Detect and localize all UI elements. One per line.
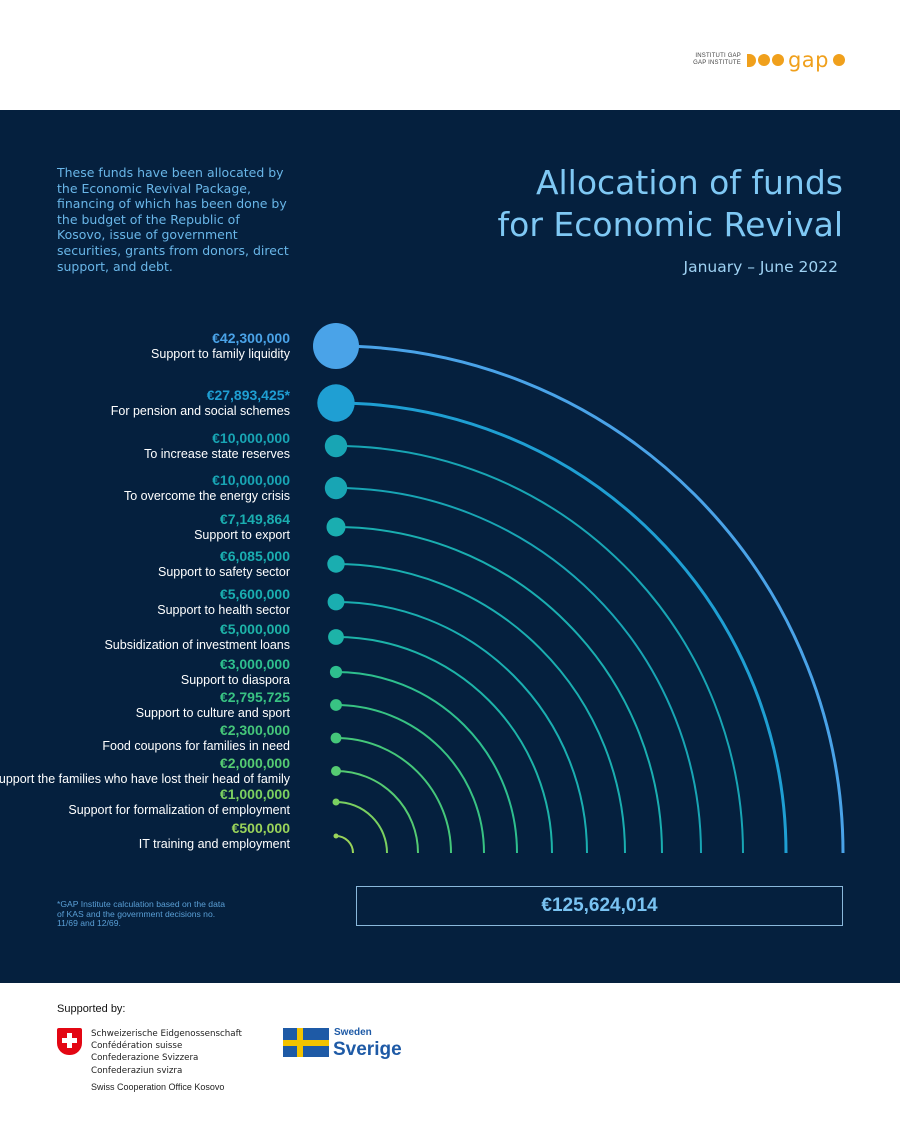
category-label-10: Support to culture and sport [136,706,291,720]
value-dot-7 [327,593,345,611]
arc-11 [335,737,452,854]
footnote: *GAP Institute calculation based on the … [57,899,226,928]
amount-label-9: €3,000,000 [220,656,290,672]
amount-label-7: €5,600,000 [220,586,290,602]
amount-label-8: €5,000,000 [220,621,290,637]
arc-2 [335,401,788,854]
amount-label-1: €42,300,000 [212,330,290,346]
swiss-line: Confédération suisse [91,1041,183,1052]
category-label-5: Support to export [194,528,290,542]
category-label-8: Subsidization of investment loans [104,638,290,652]
value-dot-11 [330,732,342,744]
category-label-7: Support to health sector [157,603,290,617]
value-dot-1 [313,323,359,369]
arc-7 [335,601,588,854]
category-label-3: To increase state reserves [144,447,290,461]
amount-label-14: €500,000 [232,820,291,836]
category-label-9: Support to diaspora [181,673,290,687]
sverige-label: Sverige [333,1039,402,1060]
amount-label-2: €27,893,425* [207,387,291,403]
amount-label-12: €2,000,000 [220,755,290,771]
category-label-11: Food coupons for families in need [102,739,290,753]
amount-label-13: €1,000,000 [220,786,290,802]
intro-text: These funds have been allocated by the E… [57,165,289,274]
category-label-4: To overcome the energy crisis [124,489,290,503]
value-dot-12 [331,766,341,776]
gap-logo: INSTITUTI GAP GAP INSTITUTE gap [693,48,845,72]
category-label-14: IT training and employment [139,837,291,851]
value-dot-4 [324,476,348,500]
total-box: €125,624,014 [356,886,843,926]
arc-13 [335,801,388,854]
value-dot-3 [324,434,348,458]
amount-label-6: €6,085,000 [220,548,290,564]
value-dot-6 [327,555,345,573]
value-dot-5 [326,517,346,537]
logo-mark: gap [746,48,845,72]
amount-label-11: €2,300,000 [220,722,290,738]
arc-14 [335,835,354,854]
chart-title: Allocation of funds for Economic Revival [498,162,843,246]
arc-6 [335,563,626,854]
arc-4 [335,487,702,854]
amount-label-4: €10,000,000 [212,472,290,488]
value-dot-2 [317,384,355,422]
category-label-2: For pension and social schemes [111,404,290,418]
swiss-line: Confederaziun svizra [91,1065,183,1076]
category-label-1: Support to family liquidity [151,347,291,361]
amount-label-10: €2,795,725 [220,689,290,705]
supported-by-heading: Supported by: [57,1003,126,1015]
sweden-flag-icon [283,1028,329,1057]
swiss-office-label: Swiss Cooperation Office Kosovo [91,1082,225,1092]
amount-label-3: €10,000,000 [212,430,290,446]
logo-text: INSTITUTI GAP GAP INSTITUTE [693,53,741,67]
arc-1 [335,344,845,854]
arc-8 [335,636,553,854]
logo-half-dot-icon [746,53,756,67]
arc-5 [335,526,663,854]
arc-9 [335,671,518,854]
arc-12 [335,770,419,854]
category-label-13: Support for formalization of employment [68,803,290,817]
value-dot-10 [330,699,342,711]
category-label-6: Support to safety sector [158,565,290,579]
arc-10 [335,704,485,854]
swiss-confederation-text: Schweizerische Eidgenossenschaft Confédé… [91,1028,242,1077]
title-line-2: for Economic Revival [497,205,843,244]
value-dot-8 [328,629,344,645]
swiss-line: Confederazione Svizzera [91,1053,199,1064]
period-label: January – June 2022 [683,258,839,276]
swiss-flag-icon [57,1028,82,1055]
total-amount: €125,624,014 [541,895,658,916]
value-dot-9 [329,665,343,679]
infographic-panel: These funds have been allocated by the E… [0,110,900,983]
logo-line-1: INSTITUTI GAP [695,53,741,59]
logo-dot-icon [757,54,770,66]
logo-dot-icon [771,54,784,66]
logo-line-2: GAP INSTITUTE [693,60,741,66]
value-dot-14 [333,833,339,839]
logo-wordmark: gap [787,48,829,72]
logo-dot-icon [833,54,845,66]
sweden-label: Sweden [334,1027,372,1038]
value-dot-13 [332,798,340,806]
category-label-12: Support the families who have lost their… [0,772,291,786]
title-line-1: Allocation of funds [535,163,843,202]
amount-label-5: €7,149,864 [220,511,290,527]
arc-3 [335,445,744,854]
swiss-line: Schweizerische Eidgenossenschaft [91,1029,242,1039]
